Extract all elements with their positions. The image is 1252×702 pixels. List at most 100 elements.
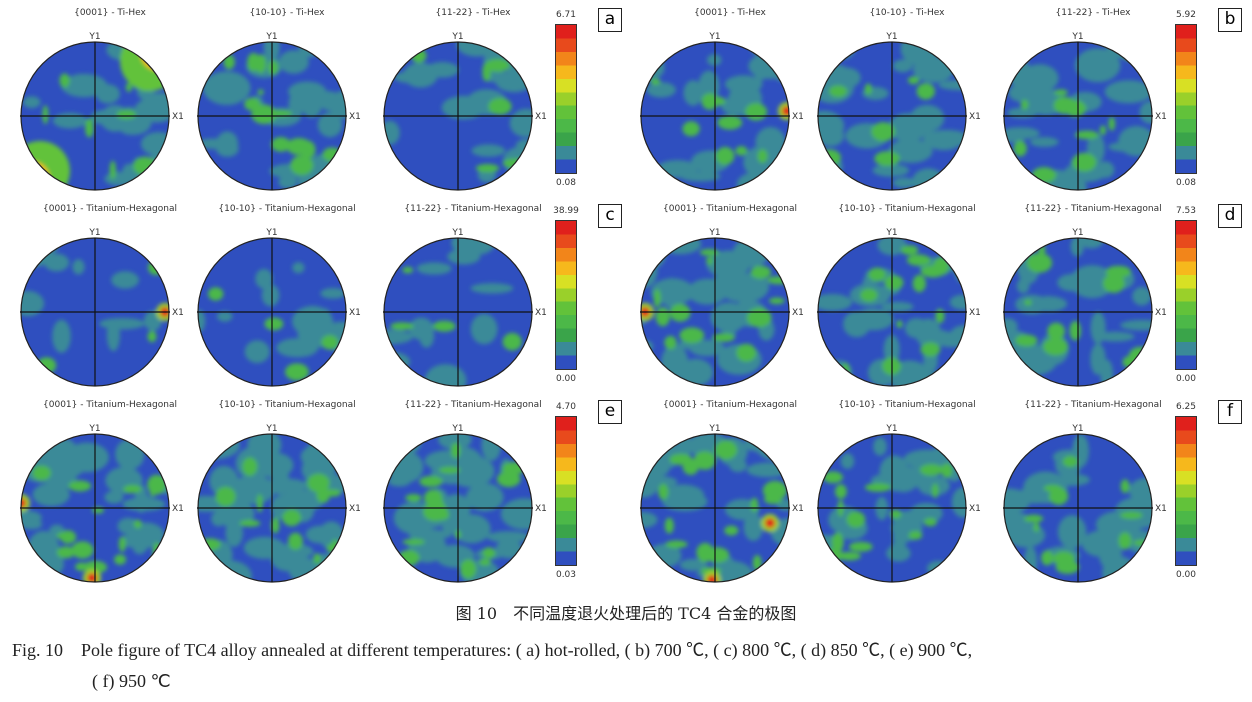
stereographic-projection: Y1 X1 [640,424,804,583]
stereographic-projection: Y1 X1 [197,424,361,583]
y-axis-label: Y1 [451,228,463,238]
x-axis-label: X1 [969,112,981,122]
pole-figure-title: {10-10} - Titanium-Hexagonal [838,204,976,214]
panel-label: f [1218,400,1242,424]
pole-figure-title: {11-22} - Titanium-Hexagonal [404,400,542,410]
panel-b: {0001} - Ti-Hex Y1 X1 {10-10} - Ti-Hex Y1… [620,8,1245,198]
x-axis-label: X1 [535,504,547,514]
stereographic-projection: Y1 X1 [1003,424,1167,583]
y-axis-label: Y1 [265,228,277,238]
colorbar-max: 6.71 [555,10,577,20]
caption-chinese: 图 10 不同温度退火处理后的 TC4 合金的极图 [455,604,797,623]
colorbar-min: 0.08 [555,178,577,188]
y-axis-label: Y1 [265,424,277,434]
colorbar-min: 0.00 [1175,374,1197,384]
y-axis-label: Y1 [451,32,463,42]
pole-figure: {10-10} - Titanium-Hexagonal Y1 X1 [817,400,997,583]
y-axis-label: Y1 [885,424,897,434]
colorbar-max: 5.92 [1175,10,1197,20]
colorbar: 5.92 0.08 [1175,8,1197,198]
colorbar-gradient [1175,220,1197,370]
y-axis-label: Y1 [88,228,100,238]
pole-figure: {11-22} - Ti-Hex Y1 X1 [1003,8,1183,191]
colorbar-min: 0.00 [1175,570,1197,580]
panel-label: a [598,8,622,32]
pole-figure: {10-10} - Ti-Hex Y1 X1 [197,8,377,191]
pole-figure-title: {0001} - Titanium-Hexagonal [663,400,797,410]
colorbar-max: 4.70 [555,402,577,412]
stereographic-projection: Y1 X1 [20,32,184,191]
y-axis-label: Y1 [88,32,100,42]
colorbar: 7.53 0.00 [1175,204,1197,394]
stereographic-projection: Y1 X1 [817,228,981,387]
stereographic-projection: Y1 X1 [197,228,361,387]
y-axis-label: Y1 [451,424,463,434]
pole-figure: {11-22} - Titanium-Hexagonal Y1 X1 [383,204,563,387]
colorbar-gradient [555,220,577,370]
y-axis-label: Y1 [708,228,720,238]
pole-figure-title: {10-10} - Ti-Hex [869,8,945,18]
pole-figure: {0001} - Titanium-Hexagonal Y1 X1 [640,204,820,387]
pole-figure: {0001} - Titanium-Hexagonal Y1 X1 [20,400,200,583]
panel-f: {0001} - Titanium-Hexagonal Y1 X1 {10-10}… [620,400,1245,590]
colorbar-gradient [555,416,577,566]
stereographic-projection: Y1 X1 [640,32,804,191]
y-axis-label: Y1 [708,424,720,434]
pole-figure: {11-22} - Ti-Hex Y1 X1 [383,8,563,191]
pole-figure-title: {10-10} - Titanium-Hexagonal [218,400,356,410]
pole-figure: {11-22} - Titanium-Hexagonal Y1 X1 [1003,204,1183,387]
pole-figure: {11-22} - Titanium-Hexagonal Y1 X1 [383,400,563,583]
caption-english-line1: Fig. 10 Pole figure of TC4 alloy anneale… [12,640,973,660]
pole-figure-title: {11-22} - Titanium-Hexagonal [1024,204,1162,214]
pole-figure: {10-10} - Titanium-Hexagonal Y1 X1 [197,400,377,583]
pole-figure-title: {10-10} - Titanium-Hexagonal [838,400,976,410]
y-axis-label: Y1 [1071,424,1083,434]
y-axis-label: Y1 [708,32,720,42]
colorbar-min: 0.08 [1175,178,1197,188]
stereographic-projection: Y1 X1 [197,32,361,191]
pole-figure: {10-10} - Ti-Hex Y1 X1 [817,8,997,191]
colorbar-gradient [1175,24,1197,174]
stereographic-projection: Y1 X1 [640,228,804,387]
colorbar-min: 0.03 [555,570,577,580]
pole-figure: {0001} - Ti-Hex Y1 X1 [20,8,200,191]
y-axis-label: Y1 [1071,32,1083,42]
stereographic-projection: Y1 X1 [817,32,981,191]
stereographic-projection: Y1 X1 [383,32,547,191]
panel-label: e [598,400,622,424]
panel-c: {0001} - Titanium-Hexagonal Y1 X1 {10-10}… [0,204,625,394]
y-axis-label: Y1 [885,228,897,238]
x-axis-label: X1 [535,112,547,122]
x-axis-label: X1 [535,308,547,318]
x-axis-label: X1 [792,308,804,318]
x-axis-label: X1 [1155,504,1167,514]
x-axis-label: X1 [969,308,981,318]
stereographic-projection: Y1 X1 [20,424,184,583]
pole-figure-title: {10-10} - Titanium-Hexagonal [218,204,356,214]
x-axis-label: X1 [349,308,361,318]
y-axis-label: Y1 [265,32,277,42]
x-axis-label: X1 [969,504,981,514]
pole-figure-title: {11-22} - Ti-Hex [1055,8,1131,18]
x-axis-label: X1 [1155,308,1167,318]
colorbar: 4.70 0.03 [555,400,577,590]
x-axis-label: X1 [172,308,184,318]
x-axis-label: X1 [792,504,804,514]
panel-label: c [598,204,622,228]
pole-figure-title: {11-22} - Titanium-Hexagonal [1024,400,1162,410]
stereographic-projection: Y1 X1 [20,228,184,387]
pole-figure-title: {0001} - Ti-Hex [694,8,766,18]
pole-figure-title: {0001} - Titanium-Hexagonal [43,204,177,214]
pole-figure: {0001} - Ti-Hex Y1 X1 [640,8,820,191]
pole-figure: {11-22} - Titanium-Hexagonal Y1 X1 [1003,400,1183,583]
y-axis-label: Y1 [885,32,897,42]
x-axis-label: X1 [172,504,184,514]
pole-figure-title: {0001} - Titanium-Hexagonal [43,400,177,410]
stereographic-projection: Y1 X1 [1003,32,1167,191]
panel-label: d [1218,204,1242,228]
x-axis-label: X1 [349,504,361,514]
colorbar-gradient [1175,416,1197,566]
pole-figure-title: {10-10} - Ti-Hex [249,8,325,18]
caption-english-line2: ( f) 950 ℃ [92,671,171,691]
pole-figure-title: {11-22} - Titanium-Hexagonal [404,204,542,214]
